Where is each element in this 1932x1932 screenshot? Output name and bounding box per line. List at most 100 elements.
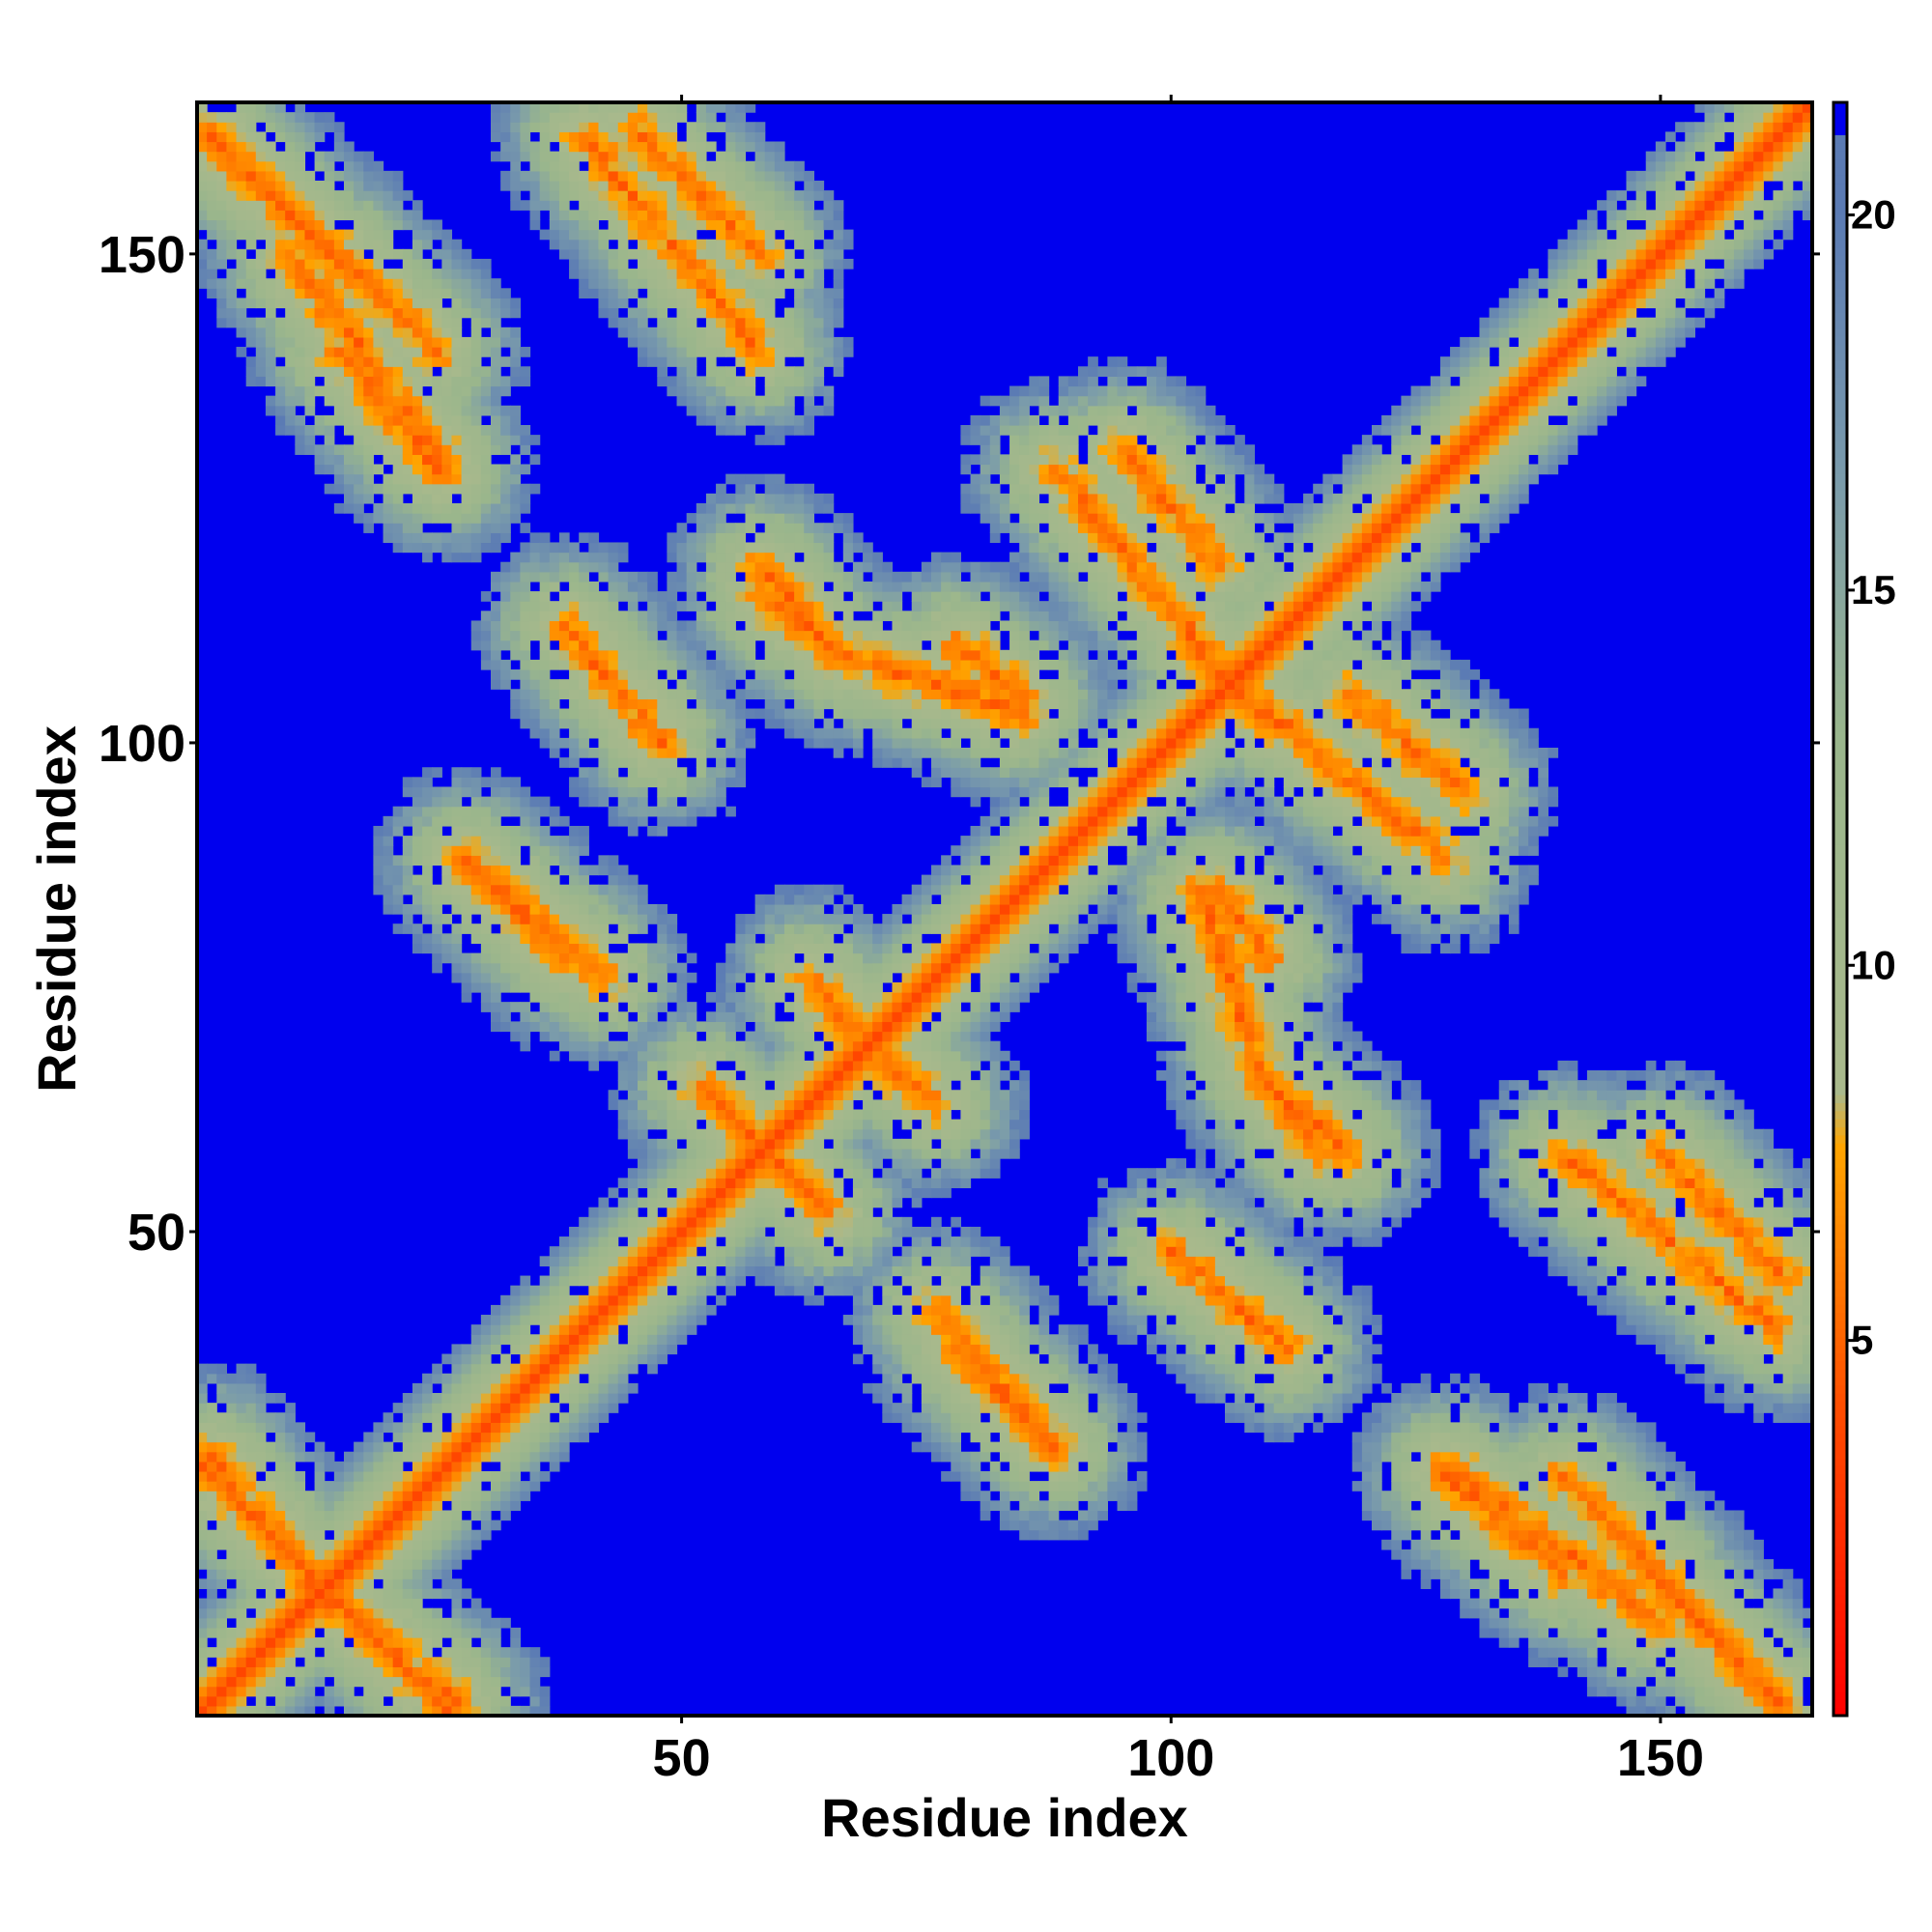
- heatmap-cell: [265, 1500, 276, 1512]
- heatmap-cell: [500, 914, 511, 924]
- heatmap-cell: [579, 1265, 589, 1277]
- heatmap-cell: [754, 1080, 766, 1091]
- heatmap-cell: [412, 933, 423, 945]
- heatmap-cell: [216, 288, 227, 299]
- heatmap-cell: [432, 385, 442, 397]
- heatmap-cell: [657, 1265, 668, 1277]
- heatmap-cell: [725, 1099, 736, 1111]
- heatmap-cell: [676, 962, 688, 974]
- heatmap-cell: [441, 1569, 453, 1579]
- heatmap-cell: [529, 855, 541, 867]
- heatmap-cell: [617, 903, 629, 915]
- heatmap-cell: [774, 532, 785, 544]
- heatmap-cell: [638, 591, 648, 602]
- heatmap-cell: [608, 903, 619, 915]
- heatmap-cell: [608, 630, 619, 641]
- heatmap-cell: [383, 483, 394, 495]
- heatmap-cell: [569, 258, 580, 270]
- heatmap-cell: [764, 1236, 776, 1247]
- heatmap-cell: [412, 1559, 423, 1570]
- heatmap-cell: [236, 210, 247, 221]
- heatmap-cell: [598, 649, 610, 661]
- heatmap-cell: [422, 767, 433, 778]
- heatmap-cell: [265, 200, 276, 211]
- heatmap-cell: [794, 366, 805, 377]
- heatmap-cell: [422, 405, 433, 416]
- heatmap-cell: [804, 1178, 814, 1189]
- heatmap-cell: [500, 532, 511, 544]
- heatmap-cell: [558, 611, 570, 622]
- heatmap-cell: [491, 1403, 501, 1413]
- heatmap-cell: [510, 962, 521, 974]
- heatmap-cell: [295, 1666, 306, 1678]
- heatmap-cell: [363, 1578, 374, 1590]
- heatmap-cell: [686, 1119, 697, 1130]
- heatmap-cell: [617, 1315, 629, 1325]
- heatmap-cell: [676, 1050, 688, 1062]
- heatmap-cell: [667, 1275, 678, 1287]
- heatmap-cell: [480, 1432, 492, 1443]
- heatmap-cell: [638, 1275, 648, 1287]
- heatmap-cell: [383, 219, 394, 231]
- heatmap-cell: [804, 1275, 814, 1287]
- heatmap-cell: [657, 1109, 668, 1121]
- heatmap-cell: [197, 1548, 208, 1560]
- heatmap-cell: [784, 1148, 795, 1159]
- heatmap-cell: [716, 698, 726, 710]
- heatmap-cell: [510, 581, 521, 592]
- heatmap-cell: [784, 962, 795, 974]
- heatmap-cell: [226, 190, 238, 201]
- heatmap-cell: [304, 444, 316, 455]
- heatmap-cell: [207, 141, 217, 153]
- heatmap-cell: [255, 1666, 267, 1678]
- heatmap-cell: [716, 288, 726, 299]
- heatmap-cell: [676, 298, 688, 309]
- heatmap-cell: [705, 992, 717, 1003]
- heatmap-cell: [529, 1481, 541, 1492]
- heatmap-cell: [716, 307, 726, 319]
- heatmap-cell: [314, 454, 326, 466]
- heatmap-cell: [383, 845, 394, 856]
- heatmap-cell: [617, 317, 629, 328]
- heatmap-cell: [295, 356, 306, 367]
- heatmap-cell: [216, 1393, 227, 1404]
- heatmap-cell: [558, 914, 570, 924]
- heatmap-cell: [432, 914, 442, 924]
- heatmap-cell: [500, 933, 511, 945]
- heatmap-cell: [441, 229, 453, 241]
- heatmap-cell: [412, 317, 423, 328]
- heatmap-cell: [745, 561, 756, 573]
- heatmap-cell: [627, 122, 639, 132]
- heatmap-cell: [441, 435, 453, 445]
- heatmap-cell: [324, 1637, 335, 1648]
- heatmap-cell: [579, 972, 589, 983]
- heatmap-cell: [794, 210, 805, 221]
- heatmap-cell: [314, 122, 326, 132]
- heatmap-cell: [520, 1373, 531, 1384]
- heatmap-cell: [627, 1324, 639, 1335]
- heatmap-cell: [432, 1559, 442, 1570]
- heatmap-cell: [295, 239, 306, 250]
- heatmap-cell: [754, 239, 766, 250]
- heatmap-cell: [470, 532, 482, 544]
- heatmap-cell: [627, 748, 639, 758]
- heatmap-cell: [412, 1470, 423, 1482]
- heatmap-cell: [794, 483, 805, 495]
- heatmap-cell: [354, 1481, 364, 1492]
- heatmap-cell: [392, 435, 404, 445]
- heatmap-cell: [588, 210, 600, 221]
- heatmap-cell: [676, 561, 688, 573]
- heatmap-cell: [725, 298, 736, 309]
- heatmap-cell: [226, 1676, 238, 1688]
- heatmap-cell: [657, 1119, 668, 1130]
- heatmap-cell: [608, 258, 619, 270]
- heatmap-cell: [725, 1216, 736, 1228]
- heatmap-cell: [549, 160, 560, 172]
- heatmap-cell: [461, 248, 472, 260]
- heatmap-cell: [383, 1422, 394, 1434]
- heatmap-cell: [402, 444, 413, 455]
- heatmap-cell: [667, 1197, 678, 1208]
- heatmap-cell: [569, 1050, 580, 1062]
- heatmap-cell: [412, 229, 423, 241]
- heatmap-cell: [725, 1148, 736, 1159]
